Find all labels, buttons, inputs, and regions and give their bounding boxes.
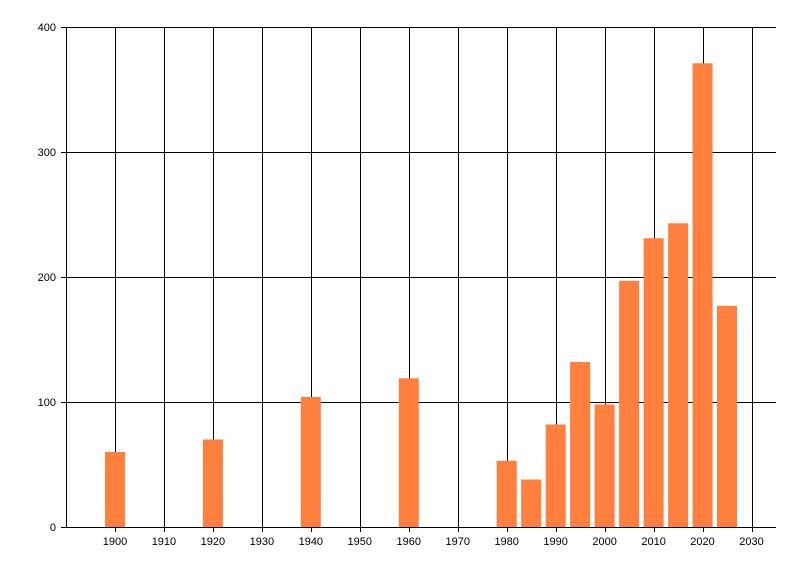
x-tick-label: 1950 [348,536,372,548]
x-tick-label: 1930 [250,536,274,548]
bar [496,460,517,528]
axes [66,27,776,528]
x-tick-label: 1980 [494,536,518,548]
bar [570,362,591,527]
bar [300,397,321,527]
x-tick-label: 2000 [592,536,616,548]
x-tick-label: 1920 [201,536,225,548]
y-tick-label: 0 [50,522,56,534]
bars [105,63,737,528]
bar [105,452,125,527]
x-tick-label: 2030 [739,536,763,548]
bar [398,378,419,528]
bar [643,238,664,528]
bar [717,305,737,528]
y-tick-label: 400 [38,22,56,34]
x-tick-label: 1990 [543,536,567,548]
x-tick-label: 2020 [690,536,714,548]
tick-labels: 1900 1910 1920 1930 1940 1950 1960 1970 1980 1990… [38,22,764,548]
bar [202,439,223,527]
bar [619,280,640,528]
x-tick-label: 1910 [152,536,176,548]
bar [594,404,615,527]
bar [545,424,566,527]
bar [521,479,542,527]
x-tick-label: 2010 [641,536,665,548]
x-tick-label: 1960 [397,536,421,548]
bar [668,223,689,528]
y-tick-label: 100 [38,397,56,409]
x-tick-label: 1970 [445,536,469,548]
bar [692,63,713,528]
x-tick-label: 1900 [103,536,127,548]
x-tick-label: 1940 [299,536,323,548]
y-tick-label: 200 [38,272,56,284]
y-tick-label: 300 [38,147,56,159]
